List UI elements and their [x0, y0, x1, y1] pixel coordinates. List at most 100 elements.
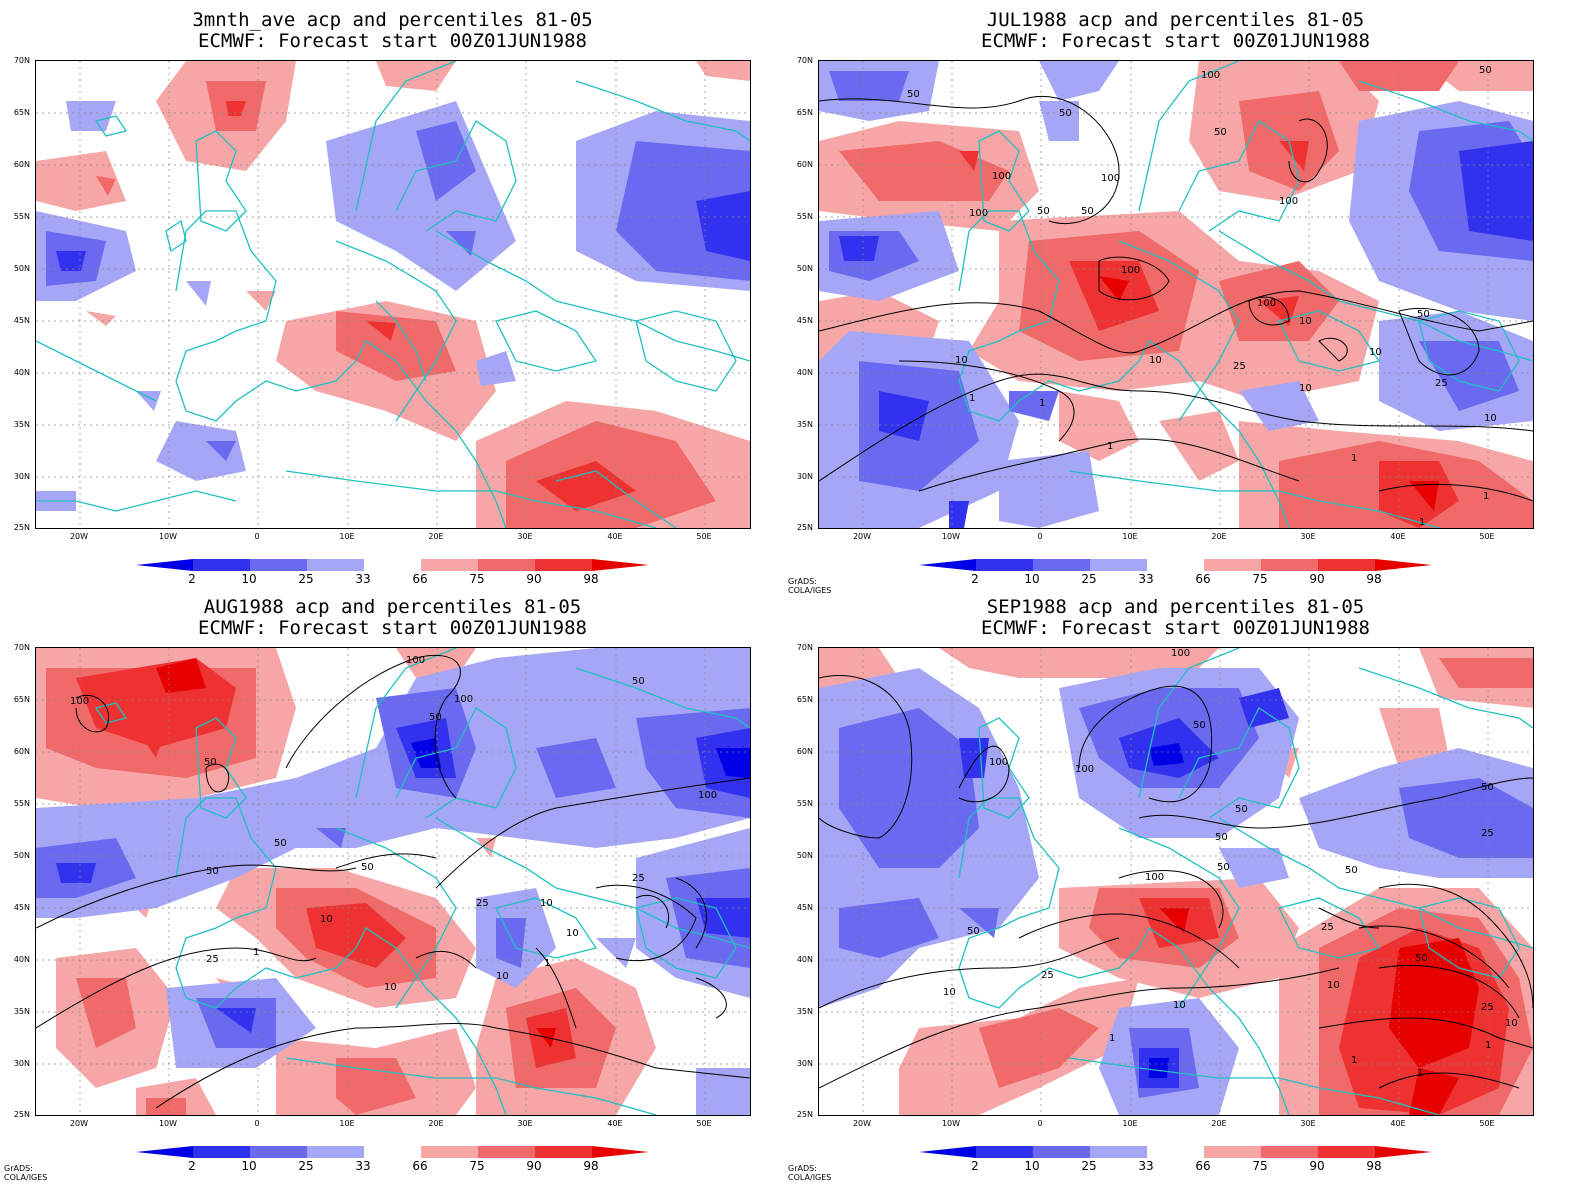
contour-label: 50 — [1081, 206, 1094, 217]
contour-label: 50 — [632, 676, 645, 687]
contour-label: 10 — [384, 982, 397, 993]
colorbar-label: 25 — [1081, 572, 1097, 586]
contour-label: 100 — [1201, 70, 1220, 81]
contour-label: 10 — [540, 898, 553, 909]
x-label: 20E — [1211, 532, 1227, 541]
panel-title-line1: AUG1988 acp and percentiles 81-05 — [203, 596, 582, 618]
x-label: 20E — [428, 532, 444, 541]
colorbar-label: 98 — [583, 1159, 599, 1173]
contour-label: 1 — [1109, 1033, 1115, 1044]
contour-label: 10 — [1299, 383, 1312, 394]
y-label: 30N — [13, 1059, 30, 1068]
y-label: 50N — [796, 851, 813, 860]
x-label: 10E — [1122, 532, 1138, 541]
x-label: 0 — [1037, 532, 1043, 541]
contour-label: 50 — [429, 712, 442, 723]
y-label: 70N — [13, 56, 30, 65]
colorbar-label: 98 — [1366, 1159, 1382, 1173]
x-label: 0 — [254, 1119, 260, 1128]
contour-label: 1 — [1351, 1055, 1357, 1066]
contour-label: 100 — [1171, 648, 1190, 659]
coastlines — [36, 61, 750, 528]
x-label: 10E — [339, 1119, 355, 1128]
contour-label: 10 — [1369, 347, 1382, 358]
colorbar-label: 10 — [241, 1159, 257, 1173]
contour-label: 50 — [1214, 127, 1227, 138]
contour-label: 50 — [1479, 65, 1492, 76]
colorbar-label: 2 — [971, 1159, 979, 1173]
colorbar-label: 2 — [188, 1159, 196, 1173]
colorbar: 2 10 25 33 66 75 90 98 — [136, 1144, 656, 1180]
contour-label: 10 — [943, 987, 956, 998]
colorbar-swatch — [1261, 1146, 1318, 1158]
contour-label: 100 — [454, 694, 473, 705]
colorbar-swatch — [1318, 1146, 1375, 1158]
contour-label: 25 — [1435, 378, 1448, 389]
y-label: 30N — [13, 472, 30, 481]
colorbar-label: 66 — [412, 1159, 428, 1173]
y-label: 65N — [796, 108, 813, 117]
contour-label: 50 — [1215, 832, 1228, 843]
colorbar-label: 33 — [1138, 1159, 1154, 1173]
colorbar-swatch — [1261, 559, 1318, 571]
x-label: 30E — [517, 1119, 533, 1128]
colorbar-swatch — [976, 559, 1033, 571]
x-label: 10E — [339, 532, 355, 541]
y-label: 30N — [796, 472, 813, 481]
y-label: 60N — [13, 747, 30, 756]
colorbar-swatch — [421, 1146, 478, 1158]
contour-label: 25 — [1233, 361, 1246, 372]
contour-label: 50 — [204, 757, 217, 768]
panel-title-line2: ECMWF: Forecast start 00Z01JUN1988 — [198, 30, 587, 52]
x-label: 30E — [517, 532, 533, 541]
x-label: 50E — [1479, 1119, 1495, 1128]
contour-label: 50 — [967, 926, 980, 937]
contour-label: 100 — [1279, 196, 1298, 207]
x-label: 10W — [158, 532, 178, 541]
colorbar-swatches — [919, 1146, 1432, 1158]
y-label: 70N — [796, 643, 813, 652]
grads-credit: GrADS: COLA/IGES — [4, 1164, 48, 1182]
colorbar-swatch — [364, 1146, 421, 1158]
y-label: 45N — [796, 316, 813, 325]
colorbar-label: 90 — [1309, 572, 1325, 586]
x-label: 50E — [696, 1119, 712, 1128]
y-label: 55N — [796, 212, 813, 221]
map-plot: 100 100 100 50 50 50 50 100 50 50 25 10 … — [35, 647, 751, 1116]
contour-label: 50 — [361, 862, 374, 873]
contour-label: 100 — [1121, 265, 1140, 276]
y-label: 50N — [13, 264, 30, 273]
y-label: 60N — [796, 747, 813, 756]
colorbar-swatch — [307, 1146, 364, 1158]
panel-title-line2: ECMWF: Forecast start 00Z01JUN1988 — [981, 617, 1370, 639]
x-label: 20W — [69, 1119, 89, 1128]
colorbar-swatch — [592, 559, 649, 571]
x-label: 50E — [1479, 532, 1495, 541]
colorbar-label: 2 — [188, 572, 196, 586]
colorbar-swatch — [193, 559, 250, 571]
y-label: 60N — [13, 160, 30, 169]
colorbar-swatch — [1147, 559, 1204, 571]
map-canvas: 100 100 50 50 100 50 50 50 25 100 50 25 … — [819, 648, 1533, 1115]
colorbar-swatches — [136, 1146, 649, 1158]
contour-label: 10 — [496, 971, 509, 982]
y-label: 40N — [13, 955, 30, 964]
colorbar-label: 2 — [971, 572, 979, 586]
x-label: 50E — [696, 532, 712, 541]
y-label: 45N — [13, 316, 30, 325]
contour-label: 50 — [1415, 953, 1428, 964]
x-label: 20W — [852, 532, 872, 541]
map-plot: 100 100 50 50 100 50 50 50 25 100 50 25 … — [818, 647, 1534, 1116]
x-label: 0 — [254, 532, 260, 541]
colorbar-swatch — [1090, 1146, 1147, 1158]
contour-label: 10 — [566, 928, 579, 939]
colorbar-swatch — [535, 559, 592, 571]
colorbar-label: 10 — [241, 572, 257, 586]
contour-label: 10 — [955, 355, 968, 366]
colorbar-swatch — [364, 559, 421, 571]
contour-label: 1 — [1485, 1040, 1491, 1051]
contour-label: 100 — [70, 696, 89, 707]
y-label: 25N — [796, 1110, 813, 1119]
y-label: 25N — [796, 523, 813, 532]
y-label: 35N — [13, 420, 30, 429]
